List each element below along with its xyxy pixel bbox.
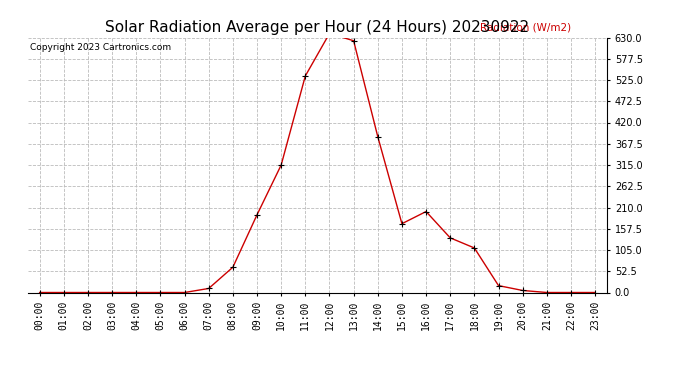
Title: Solar Radiation Average per Hour (24 Hours) 20230922: Solar Radiation Average per Hour (24 Hou… (106, 20, 529, 35)
Text: Copyright 2023 Cartronics.com: Copyright 2023 Cartronics.com (30, 43, 172, 52)
Text: Radiation (W/m2): Radiation (W/m2) (480, 22, 571, 32)
